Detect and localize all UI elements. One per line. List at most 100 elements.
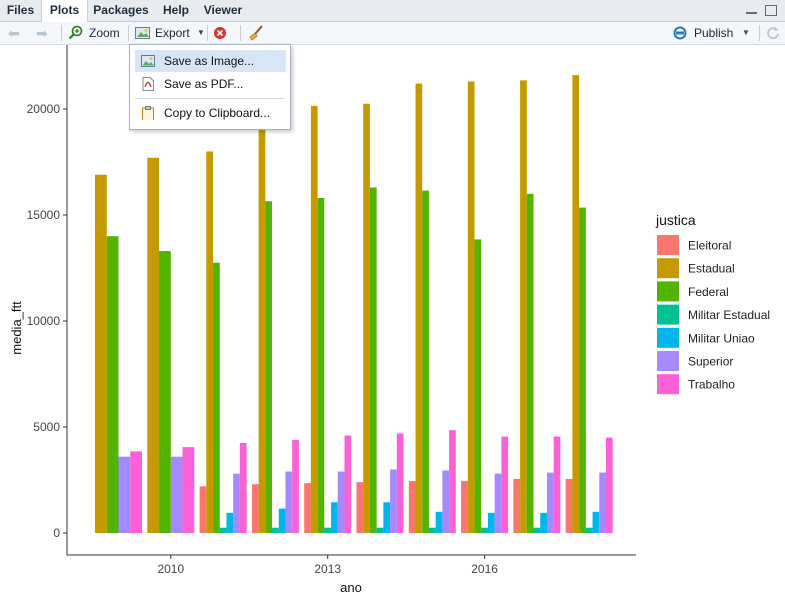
bar-federal-2014 xyxy=(369,187,377,533)
publish-icon xyxy=(673,26,687,40)
toolbar-separator xyxy=(128,25,129,41)
forward-arrow-icon[interactable]: ➡ xyxy=(36,25,48,41)
bar-estadual-2010 xyxy=(147,157,160,533)
menu-item-save-as-pdf[interactable]: Save as PDF... xyxy=(135,73,286,95)
tab-files[interactable]: Files xyxy=(6,3,35,17)
menu-item-label: Copy to Clipboard... xyxy=(164,106,271,120)
y-tick-label: 5000 xyxy=(33,420,60,434)
legend-swatch-superior xyxy=(657,351,679,371)
menu-item-save-as-image[interactable]: Save as Image... xyxy=(135,50,286,72)
bar-superior-2014 xyxy=(390,469,397,533)
refresh-button[interactable] xyxy=(766,22,782,44)
bar-eleitoral-2014 xyxy=(356,482,364,533)
tab-plots[interactable]: Plots xyxy=(41,0,88,22)
tab-packages[interactable]: Packages xyxy=(93,3,149,17)
bar-militar-estadual-2013 xyxy=(324,527,332,533)
bar-trabalho-2014 xyxy=(396,433,404,533)
bar-federal-2013 xyxy=(317,198,325,534)
export-button[interactable]: Export ▼ xyxy=(135,22,205,44)
y-axis-label: media_ftt xyxy=(9,301,24,355)
bar-superior-2011 xyxy=(233,473,240,533)
legend-swatch-militar-uniao xyxy=(657,327,679,348)
back-arrow-icon[interactable]: ⬅ xyxy=(8,25,20,41)
bar-federal-2018 xyxy=(579,207,586,533)
bar-superior-2015 xyxy=(442,470,450,533)
toolbar-separator xyxy=(759,25,760,41)
bar-superior-2009 xyxy=(118,456,131,533)
bar-trabalho-2013 xyxy=(344,435,352,533)
zoom-icon xyxy=(68,25,83,40)
image-icon xyxy=(141,55,155,67)
pane-tab-strip: Files Plots Packages Help Viewer xyxy=(0,0,785,22)
bar-estadual-2016 xyxy=(467,81,475,533)
clipboard-icon xyxy=(142,106,154,120)
remove-plot-button[interactable] xyxy=(213,22,229,44)
toolbar-separator xyxy=(207,25,208,41)
bar-militar-uniao-2011 xyxy=(226,512,234,533)
zoom-label: Zoom xyxy=(89,26,120,40)
legend: justica Eleitoral Estadual Federal Militar … xyxy=(655,212,770,395)
x-axis-label: ano xyxy=(340,580,362,595)
zoom-button[interactable]: Zoom xyxy=(68,22,122,44)
bar-estadual-2015 xyxy=(415,83,423,533)
chevron-down-icon: ▼ xyxy=(197,28,205,37)
bar-federal-2009 xyxy=(106,236,119,533)
bar-eleitoral-2017 xyxy=(513,478,521,533)
bar-federal-2011 xyxy=(213,262,220,533)
legend-label: Eleitoral xyxy=(688,239,731,253)
bar-chart: 0 5000 10000 15000 20000 2010 2013 2016 ano med… xyxy=(9,45,770,595)
menu-item-label: Save as PDF... xyxy=(164,77,244,91)
bar-eleitoral-2018 xyxy=(565,478,573,533)
bar-estadual-2009 xyxy=(95,174,107,533)
menu-item-label: Save as Image... xyxy=(164,54,255,68)
legend-swatch-estadual xyxy=(657,258,679,279)
plot-viewer: 0 5000 10000 15000 20000 2010 2013 2016 ano med… xyxy=(0,45,785,603)
pdf-icon xyxy=(142,77,154,91)
bar-estadual-2012 xyxy=(258,109,266,533)
bar-eleitoral-2012 xyxy=(251,484,259,533)
publish-button[interactable]: Publish ▼ xyxy=(672,22,752,44)
bar-trabalho-2015 xyxy=(449,430,456,533)
bar-superior-2012 xyxy=(285,471,293,533)
menu-item-copy-to-clipboard[interactable]: Copy to Clipboard... xyxy=(135,102,286,124)
minimize-pane-icon[interactable] xyxy=(746,5,757,15)
publish-label: Publish xyxy=(694,26,734,40)
bar-militar-estadual-2012 xyxy=(272,527,279,533)
legend-label: Superior xyxy=(688,355,733,369)
bar-militar-uniao-2017 xyxy=(540,512,547,533)
y-tick-label: 10000 xyxy=(27,314,61,328)
bar-militar-estadual-2018 xyxy=(585,527,593,533)
bar-estadual-2014 xyxy=(363,103,370,533)
plots-toolbar: ⬅ ➡ Zoom Export ▼ xyxy=(0,22,785,45)
export-image-icon xyxy=(135,27,150,39)
legend-label: Militar Uniao xyxy=(688,331,755,345)
tab-help[interactable]: Help xyxy=(162,3,189,17)
y-tick-label: 15000 xyxy=(27,208,61,222)
bar-superior-2016 xyxy=(494,473,502,533)
legend-swatch-federal xyxy=(657,281,679,302)
tab-viewer[interactable]: Viewer xyxy=(203,3,243,17)
bar-militar-uniao-2014 xyxy=(383,502,391,533)
bar-trabalho-2017 xyxy=(553,436,561,533)
bar-superior-2013 xyxy=(337,471,345,533)
bar-federal-2016 xyxy=(474,239,482,533)
legend-label: Militar Estadual xyxy=(688,308,770,322)
y-tick-label: 20000 xyxy=(27,102,61,116)
bar-superior-2017 xyxy=(546,472,554,533)
clear-all-plots-button[interactable] xyxy=(248,22,266,44)
y-tick-label: 0 xyxy=(53,526,60,540)
maximize-pane-icon[interactable] xyxy=(765,5,777,16)
bar-militar-estadual-2011 xyxy=(219,527,227,533)
legend-label: Trabalho xyxy=(688,378,735,392)
bar-trabalho-2010 xyxy=(182,447,195,533)
bar-trabalho-2018 xyxy=(605,437,613,533)
bar-superior-2018 xyxy=(599,472,606,533)
export-menu: Save as Image... Save as PDF... Copy to … xyxy=(129,44,291,130)
broom-icon xyxy=(249,25,263,41)
remove-icon xyxy=(214,27,226,39)
legend-swatch-trabalho xyxy=(657,374,679,395)
bar-federal-2010 xyxy=(159,251,171,534)
bar-trabalho-2016 xyxy=(501,436,509,533)
x-tick-label: 2016 xyxy=(471,562,498,576)
bar-trabalho-2009 xyxy=(130,451,142,533)
